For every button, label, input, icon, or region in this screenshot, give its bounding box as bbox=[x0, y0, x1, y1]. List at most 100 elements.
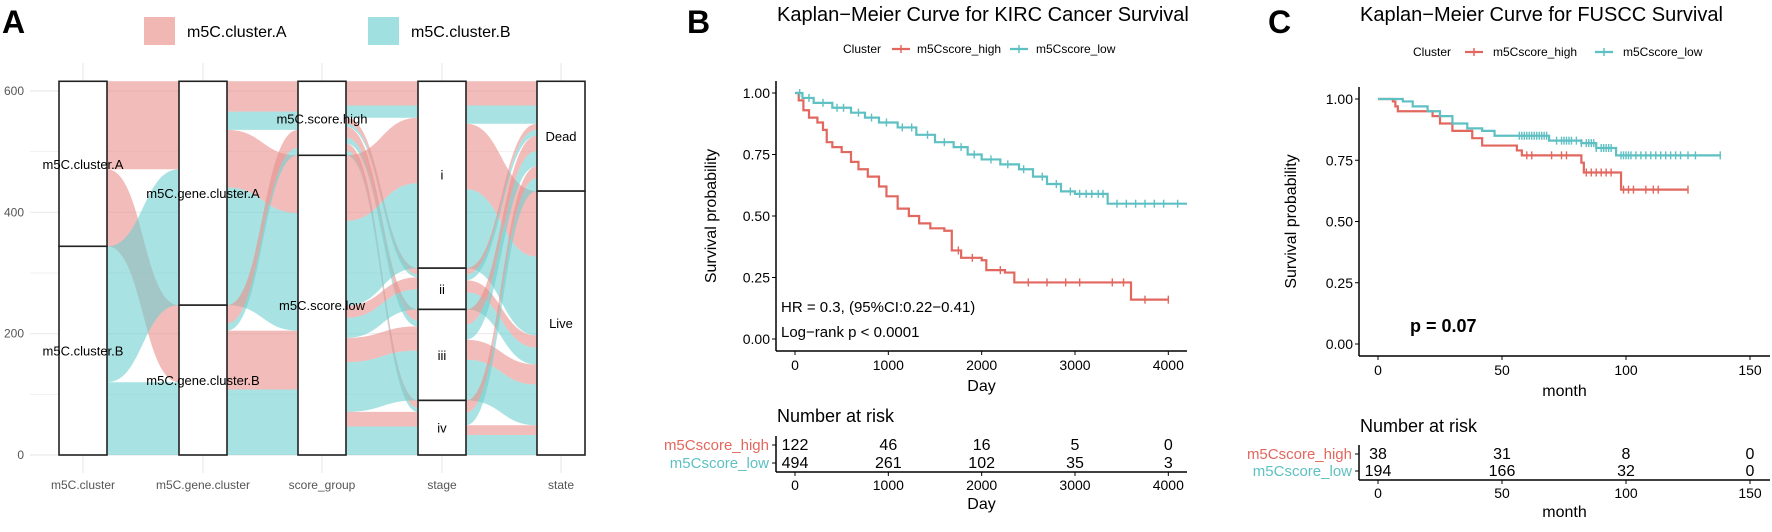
panel-label-c: C bbox=[1268, 4, 1291, 40]
alluvial-flow-cluster-a bbox=[346, 277, 418, 318]
stratum-label: ii bbox=[439, 282, 445, 297]
stratum-box bbox=[178, 304, 228, 456]
alluvial-flow-cluster-a bbox=[346, 326, 418, 363]
annotation-text: p = 0.07 bbox=[1410, 316, 1477, 336]
y-tick-label: 0.50 bbox=[743, 208, 770, 224]
risk-count: 122 bbox=[782, 437, 809, 454]
risk-count: 102 bbox=[968, 455, 995, 472]
risk-count: 16 bbox=[973, 437, 991, 454]
risk-count: 3 bbox=[1164, 455, 1173, 472]
annotation-text: HR = 0.3, (95%CI:0.22−0.41) bbox=[781, 299, 975, 316]
stratum-label: m5C.cluster.B bbox=[43, 344, 124, 359]
panel-c-km-plot: C Kaplan−Meier Curve for FUSCC Survival Cl… bbox=[1247, 4, 1770, 521]
alluvial-flow-cluster-a bbox=[466, 81, 537, 106]
risk-x-tick-label: 100 bbox=[1614, 485, 1638, 501]
stratum-label: m5C.score.low bbox=[279, 298, 366, 313]
risk-count: 194 bbox=[1365, 463, 1392, 480]
alluvial-flow-cluster-b bbox=[227, 389, 298, 455]
y-tick-label: 0.50 bbox=[1326, 214, 1353, 230]
stratum-label: m5C.cluster.A bbox=[43, 157, 124, 172]
legend-title: Cluster bbox=[843, 42, 881, 56]
alluvial-flow-cluster-b bbox=[346, 350, 418, 412]
chart-title: Kaplan−Meier Curve for FUSCC Survival bbox=[1360, 4, 1723, 26]
alluvial-flow-cluster-a bbox=[107, 81, 179, 170]
survival-curve-m5cscore-low bbox=[1378, 97, 1721, 157]
y-tick-label: 0.25 bbox=[743, 270, 770, 286]
alluvial-flow-cluster-b bbox=[466, 105, 537, 124]
legend-label: m5C.cluster.A bbox=[187, 24, 287, 41]
legend-label: m5C.cluster.B bbox=[411, 24, 511, 41]
alluvial-flow-cluster-a bbox=[346, 117, 418, 221]
y-tick-label: 0 bbox=[17, 448, 24, 462]
alluvial-flow-cluster-b bbox=[346, 289, 418, 338]
chart-title: Kaplan−Meier Curve for KIRC Cancer Survi… bbox=[777, 4, 1189, 26]
y-axis-title: Survival probability bbox=[703, 149, 720, 283]
risk-x-tick-label: 0 bbox=[1374, 485, 1382, 501]
x-tick-label: 150 bbox=[1738, 362, 1762, 378]
alluvial-flow-cluster-b bbox=[466, 151, 537, 340]
alluvial-flow-cluster-b bbox=[466, 189, 537, 336]
risk-x-tick-label: 1000 bbox=[873, 477, 904, 493]
x-tick-label: 50 bbox=[1494, 362, 1510, 378]
risk-x-tick-label: 3000 bbox=[1059, 477, 1090, 493]
alluvial-flow-cluster-b bbox=[466, 434, 537, 455]
risk-count: 166 bbox=[1489, 463, 1516, 480]
annotation-text: Log−rank p < 0.0001 bbox=[781, 324, 919, 341]
risk-row-label: m5Cscore_low bbox=[1253, 463, 1352, 480]
x-axis-label: stage bbox=[427, 478, 457, 492]
alluvial-flow-cluster-b bbox=[227, 111, 298, 130]
y-tick-label: 0.00 bbox=[1326, 336, 1353, 352]
risk-x-axis-title: month bbox=[1542, 504, 1586, 521]
x-tick-label: 3000 bbox=[1059, 357, 1090, 373]
risk-x-tick-label: 4000 bbox=[1153, 477, 1184, 493]
x-tick-label: 1000 bbox=[873, 357, 904, 373]
alluvial-flow-cluster-b bbox=[466, 129, 537, 281]
stratum-label: m5C.gene.cluster.A bbox=[146, 186, 260, 201]
risk-count: 0 bbox=[1164, 437, 1173, 454]
stratum-label: Dead bbox=[545, 129, 576, 144]
x-axis-title: month bbox=[1542, 383, 1586, 400]
alluvial-flow-cluster-a bbox=[466, 135, 537, 325]
stratum-box bbox=[536, 190, 586, 456]
risk-count: 0 bbox=[1746, 446, 1755, 463]
legend-swatch-b bbox=[368, 17, 399, 45]
x-tick-label: 4000 bbox=[1153, 357, 1184, 373]
risk-count: 35 bbox=[1066, 455, 1084, 472]
stratum-label: iv bbox=[437, 421, 447, 436]
alluvial-flow-cluster-a bbox=[227, 330, 298, 390]
alluvial-flow-cluster-a bbox=[227, 81, 298, 112]
y-tick-label: 600 bbox=[4, 84, 24, 98]
panel-label-a: A bbox=[2, 4, 25, 40]
x-axis-label: state bbox=[548, 478, 574, 492]
legend-title: Cluster bbox=[1413, 45, 1451, 59]
alluvial-flow-cluster-a bbox=[466, 425, 537, 435]
x-axis-title: Day bbox=[967, 378, 995, 395]
stratum-label: Live bbox=[549, 316, 573, 331]
risk-count: 0 bbox=[1746, 463, 1755, 480]
survival-curve-m5cscore-high bbox=[1378, 97, 1688, 191]
y-tick-label: 0.75 bbox=[743, 147, 770, 163]
stratum-label: m5C.gene.cluster.B bbox=[146, 373, 259, 388]
alluvial-flow-cluster-a bbox=[346, 81, 418, 106]
alluvial-flow-cluster-b bbox=[346, 183, 418, 306]
risk-count: 31 bbox=[1493, 446, 1511, 463]
alluvial-flow-cluster-b bbox=[466, 178, 537, 426]
stratum-box bbox=[417, 308, 467, 402]
x-tick-label: 0 bbox=[791, 357, 799, 373]
legend-label: m5Cscore_high bbox=[1493, 45, 1577, 59]
risk-count: 8 bbox=[1622, 446, 1631, 463]
legend-label: m5Cscore_low bbox=[1036, 42, 1116, 56]
stratum-box bbox=[417, 80, 467, 269]
alluvial-flow-cluster-a bbox=[466, 166, 537, 413]
risk-x-tick-label: 150 bbox=[1738, 485, 1762, 501]
y-tick-label: 200 bbox=[4, 327, 24, 341]
alluvial-flow-cluster-a bbox=[227, 129, 298, 324]
x-tick-label: 0 bbox=[1374, 362, 1382, 378]
legend-label: m5Cscore_high bbox=[917, 42, 1001, 56]
panel-label-b: B bbox=[687, 4, 710, 40]
alluvial-flow-cluster-a bbox=[227, 129, 298, 213]
risk-count: 494 bbox=[782, 455, 809, 472]
y-tick-label: 1.00 bbox=[1326, 91, 1353, 107]
alluvial-flow-cluster-b bbox=[346, 105, 418, 118]
